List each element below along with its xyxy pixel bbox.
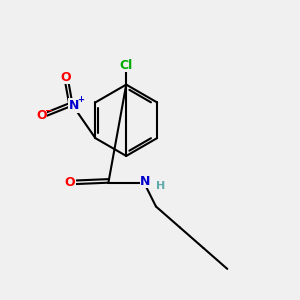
Text: H: H [156, 181, 165, 191]
Text: −: − [45, 106, 53, 116]
Text: N: N [140, 175, 151, 188]
Text: O: O [60, 71, 70, 84]
Text: +: + [77, 95, 85, 104]
Text: O: O [36, 109, 47, 122]
Text: Cl: Cl [120, 59, 133, 72]
Text: N: N [69, 99, 80, 112]
Text: O: O [64, 176, 75, 189]
